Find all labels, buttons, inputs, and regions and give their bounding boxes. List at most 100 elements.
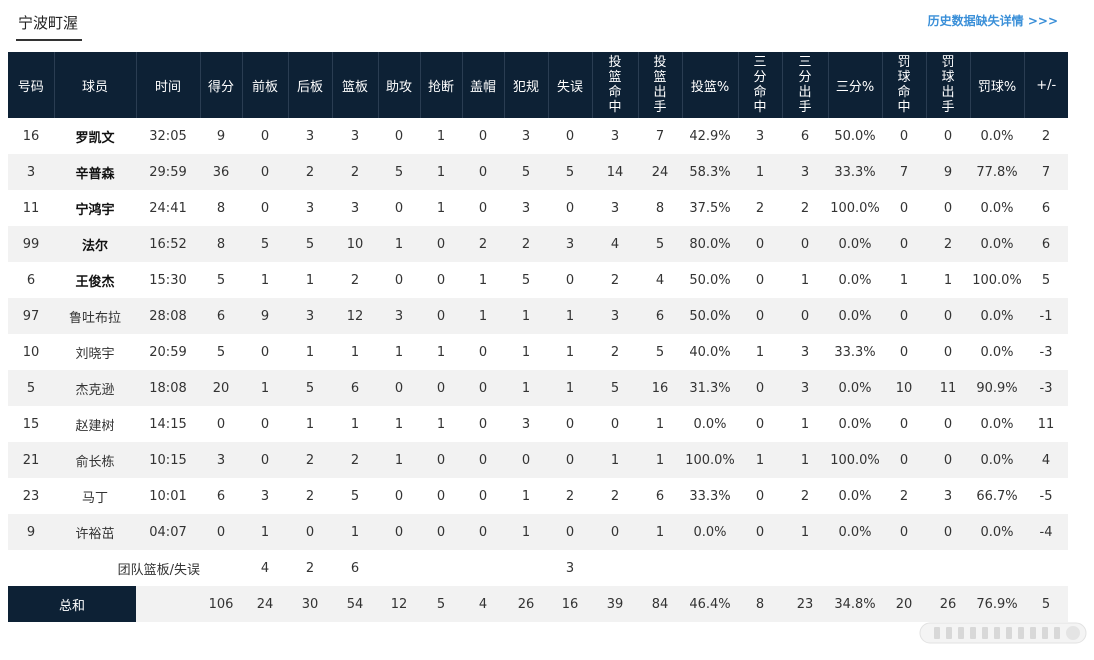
jersey-number: 21: [8, 442, 54, 478]
stat-cell: 33.3%: [689, 488, 731, 504]
table-row: 16 罗凯文 32:05 9 0 3 3 0 1 0 3 0 3 7 42.9% 3 6 50.0% 0 0 0.0% 2: [8, 118, 1068, 154]
stat-cell: 1: [521, 344, 531, 360]
stat-cell: 29:59: [136, 154, 200, 190]
stat-cell: 2: [610, 488, 620, 504]
stat-cell: 0: [462, 514, 504, 550]
stat-cell: 1: [305, 272, 315, 288]
stat-cell: 1: [800, 272, 810, 288]
stat-cell: 36: [200, 154, 242, 190]
stat-cell: 0: [394, 200, 404, 216]
table-row: 3 辛普森 29:59 36 0 2 2 5 1 0 5 5 14 24 58.3% 1 3 33.3% 7 9 77.…: [8, 154, 1068, 190]
stat-cell: 11: [1037, 416, 1055, 432]
stat-cell: 8: [655, 200, 665, 216]
col-header: 罚球命中: [882, 52, 927, 118]
total-cell: 20: [882, 586, 926, 622]
stat-cell: 5: [288, 370, 332, 406]
jersey-number: 97: [8, 298, 54, 334]
table-row: 6 王俊杰 15:30 5 1 1 2 0 0 1 5 0 2 4 50.0% 0 1 0.0% 1 1 100.0% 5: [8, 262, 1068, 298]
col-header: 时间: [136, 52, 201, 118]
stat-cell: -3: [1024, 370, 1068, 406]
stat-cell: 9: [242, 298, 288, 334]
empty-cell: [420, 550, 462, 586]
col-header: 投篮%: [682, 52, 739, 118]
stat-cell: 3: [782, 154, 828, 190]
table-row: 23 马丁 10:01 6 3 2 5 0 0 0 1 2 2 6 33.3% 0 2 0.0% 2 3 66.7% -5: [8, 478, 1068, 514]
stat-cell: 0.0%: [828, 226, 882, 262]
empty-cell: [926, 550, 970, 586]
stat-cell: 0: [260, 200, 270, 216]
stat-cell: 0: [288, 514, 332, 550]
stat-cell: 1: [638, 514, 682, 550]
stat-cell: 0: [260, 128, 270, 144]
stat-cell: 5: [592, 370, 638, 406]
stat-cell: 0: [394, 272, 404, 288]
stat-cell: 2: [462, 226, 504, 262]
stat-cell: 15:30: [149, 272, 187, 288]
stat-cell: 2: [565, 488, 575, 504]
stat-cell: 1: [436, 416, 446, 432]
stat-cell: 0: [943, 344, 953, 360]
stat-cell: 0: [899, 416, 909, 432]
stat-cell: 3: [755, 128, 765, 144]
col-header: 三分命中: [738, 52, 783, 118]
total-cell: 16: [548, 586, 592, 622]
player-name: 赵建树: [75, 418, 115, 434]
stat-cell: 0.0%: [970, 298, 1024, 334]
table-row: 15 赵建树 14:15 0 0 1 1 1 1 0 3 0 0 1 0.0% 0 1 0.0% 0 0 0.0% 11: [8, 406, 1068, 442]
stat-cell: 0.0%: [693, 416, 727, 432]
total-cell: 26: [504, 586, 548, 622]
total-cell: 26: [926, 586, 970, 622]
team-dreb: 2: [288, 550, 332, 586]
col-header: 后板: [288, 52, 333, 118]
jersey-number: 15: [22, 416, 40, 432]
total-cell: 4: [462, 586, 504, 622]
stat-cell: 16:52: [136, 226, 200, 262]
empty-cell: [592, 550, 638, 586]
stat-cell: 0: [394, 128, 404, 144]
player-name: 辛普森: [54, 154, 136, 190]
stat-cell: 5: [548, 154, 592, 190]
col-header: +/-: [1024, 52, 1068, 118]
history-missing-link[interactable]: 历史数据缺失详情 >>>: [927, 14, 1058, 28]
stat-cell: 0: [755, 272, 765, 288]
jersey-number: 10: [22, 344, 40, 360]
stat-cell: 1: [504, 370, 548, 406]
stat-cell: 0: [462, 442, 504, 478]
stat-cell: 0: [478, 344, 488, 360]
stat-cell: 0: [436, 272, 446, 288]
stat-cell: 0: [478, 200, 488, 216]
stat-cell: 6: [200, 298, 242, 334]
stat-cell: 0: [926, 514, 970, 550]
stat-cell: 3: [521, 200, 531, 216]
player-stats-table: 号码 球员 时间 得分 前板 后板 篮板 助攻 抢断 盖帽 犯规 失误 投篮命中…: [8, 52, 1068, 622]
stat-cell: 0.0%: [838, 272, 872, 288]
stat-cell: 0: [943, 128, 953, 144]
stat-cell: 0: [755, 488, 765, 504]
empty-cell: [504, 550, 548, 586]
total-cell: 5: [1024, 586, 1068, 622]
player-name: 鲁吐布拉: [54, 298, 136, 334]
jersey-number: 11: [22, 200, 40, 216]
stat-cell: 10: [332, 226, 378, 262]
stat-cell: 0.0%: [980, 200, 1014, 216]
stat-cell: 0: [420, 442, 462, 478]
col-header: 投篮出手: [638, 52, 683, 118]
col-header: 抢断: [420, 52, 463, 118]
stat-cell: 28:08: [136, 298, 200, 334]
stat-cell: 5: [378, 154, 420, 190]
stat-cell: 1: [305, 416, 315, 432]
stat-cell: 50.0%: [689, 272, 731, 288]
stat-cell: 0: [394, 488, 404, 504]
stat-cell: 2: [800, 200, 810, 216]
stat-cell: 12: [332, 298, 378, 334]
stat-cell: 10:15: [136, 442, 200, 478]
team-tab[interactable]: 宁波町渥: [18, 14, 79, 32]
stat-cell: 2: [332, 442, 378, 478]
stat-cell: 5: [216, 344, 226, 360]
stat-cell: 0: [242, 442, 288, 478]
stat-cell: 80.0%: [682, 226, 738, 262]
stat-cell: 1: [332, 514, 378, 550]
total-cell: 8: [738, 586, 782, 622]
stat-cell: 0: [378, 514, 420, 550]
stat-cell: 0: [738, 298, 782, 334]
